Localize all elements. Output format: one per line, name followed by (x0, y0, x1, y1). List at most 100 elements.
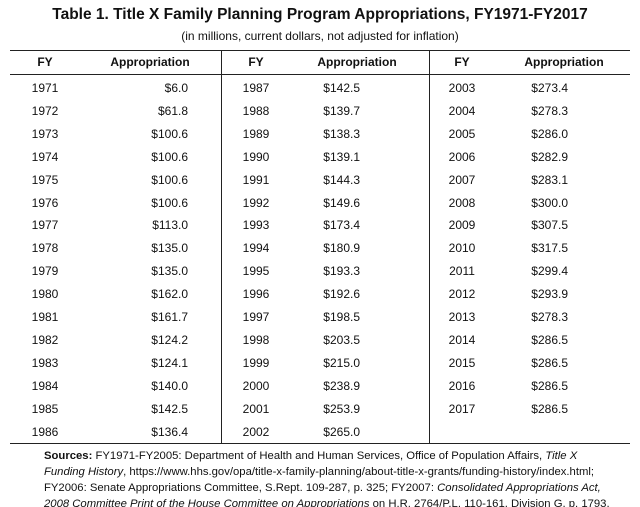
appropriation: $198.5 (323, 310, 360, 324)
fiscal-year: 1989 (242, 126, 270, 141)
fiscal-year: 1980 (31, 287, 59, 302)
appropriation: $238.9 (323, 378, 360, 393)
appropriation: $139.1 (323, 149, 360, 164)
appropriation: $61.8 (157, 103, 188, 118)
fiscal-year: 2007 (448, 172, 476, 187)
fiscal-year: 1975 (31, 172, 59, 187)
column-header: FY (454, 55, 470, 69)
appropriation: $100.6 (151, 172, 188, 187)
fiscal-year: 2003 (448, 81, 476, 95)
appropriation: $286.5 (531, 401, 568, 416)
appropriation: $193.3 (323, 264, 360, 279)
column-header: Appropriation (524, 55, 604, 69)
fiscal-year: 1998 (242, 332, 270, 347)
fiscal-year: 1986 (31, 424, 59, 439)
fiscal-year: 2012 (448, 287, 476, 302)
fiscal-year: 1973 (31, 126, 59, 141)
fiscal-year: 1971 (31, 81, 59, 95)
appropriation: $307.5 (531, 218, 568, 233)
appropriation: $203.5 (323, 332, 360, 347)
appropriation: $278.3 (531, 310, 568, 324)
appropriation: $161.7 (151, 310, 188, 324)
table-subtitle: (in millions, current dollars, not adjus… (181, 29, 459, 43)
fiscal-year: 1979 (31, 264, 59, 279)
appropriation: $282.9 (531, 149, 568, 164)
appropriation: $265.0 (323, 424, 360, 439)
sources-text: , https://www.hhs.gov/opa/title-x-family… (44, 466, 595, 494)
fiscal-year: 1992 (242, 195, 270, 210)
appropriation: $138.3 (323, 126, 360, 141)
appropriation: $253.9 (323, 401, 360, 416)
fiscal-year: 1991 (242, 172, 270, 187)
column-divider (429, 50, 430, 443)
fiscal-year: 1981 (31, 310, 59, 324)
appropriation: $139.7 (323, 103, 360, 118)
appropriation: $283.1 (531, 172, 568, 187)
appropriation: $173.4 (323, 218, 360, 233)
appropriation: $149.6 (323, 195, 360, 210)
appropriation: $299.4 (531, 264, 568, 279)
fiscal-year: 2002 (242, 424, 270, 439)
column-header: Appropriation (110, 55, 190, 69)
table-top-rule (10, 50, 630, 51)
fiscal-year: 2015 (448, 355, 476, 370)
column-header: Appropriation (317, 55, 397, 69)
sources-note: Sources: FY1971-FY2005: Department of He… (44, 448, 620, 507)
fiscal-year: 1974 (31, 149, 59, 164)
appropriation: $278.3 (531, 103, 568, 118)
fiscal-year: 1996 (242, 287, 270, 302)
appropriation: $140.0 (151, 378, 188, 393)
fiscal-year: 1984 (31, 378, 59, 393)
appropriation: $286.5 (531, 355, 568, 370)
appropriation: $135.0 (151, 241, 188, 256)
appropriation: $144.3 (323, 172, 360, 187)
appropriation: $192.6 (323, 287, 360, 302)
appropriation: $215.0 (323, 355, 360, 370)
column-header: FY (248, 55, 264, 69)
appropriation: $286.5 (531, 332, 568, 347)
header-rule (10, 74, 630, 75)
fiscal-year: 1977 (31, 218, 59, 233)
fiscal-year: 1983 (31, 355, 59, 370)
fiscal-year: 1999 (242, 355, 270, 370)
fiscal-year: 2016 (448, 378, 476, 393)
appropriation: $135.0 (151, 264, 188, 279)
appropriation: $113.0 (152, 218, 188, 233)
appropriation: $300.0 (531, 195, 568, 210)
fiscal-year: 2006 (448, 149, 476, 164)
appropriation: $273.4 (531, 81, 568, 95)
fiscal-year: 1993 (242, 218, 270, 233)
appropriation: $124.2 (151, 332, 188, 347)
sources-text: FY1971-FY2005: Department of Health and … (95, 450, 546, 462)
fiscal-year: 1997 (242, 310, 270, 324)
fiscal-year: 1987 (242, 81, 270, 95)
fiscal-year: 2014 (448, 332, 476, 347)
fiscal-year: 1982 (31, 332, 59, 347)
fiscal-year: 2001 (242, 401, 270, 416)
fiscal-year: 1995 (242, 264, 270, 279)
appropriation: $100.6 (151, 195, 188, 210)
appropriation: $100.6 (151, 149, 188, 164)
appropriation: $142.5 (323, 81, 360, 95)
appropriation: $180.9 (323, 241, 360, 256)
fiscal-year: 2005 (448, 126, 476, 141)
fiscal-year: 2010 (448, 241, 476, 256)
fiscal-year: 2013 (448, 310, 476, 324)
sources-text: on H.R. 2764/P.L. 110-161, Division G, p… (369, 498, 610, 507)
fiscal-year: 1972 (31, 103, 59, 118)
fiscal-year: 2017 (448, 401, 476, 416)
sources-text: Consolidated Appropriations Act, 2008 Co… (44, 482, 601, 507)
fiscal-year: 1985 (31, 401, 59, 416)
appropriation: $286.5 (531, 378, 568, 393)
appropriation: $286.0 (531, 126, 568, 141)
appropriation: $162.0 (151, 287, 188, 302)
fiscal-year: 1976 (31, 195, 59, 210)
fiscal-year: 1988 (242, 103, 270, 118)
fiscal-year: 1978 (31, 241, 59, 256)
fiscal-year: 2009 (448, 218, 476, 233)
fiscal-year: 2000 (242, 378, 270, 393)
appropriation: $317.5 (531, 241, 568, 256)
appropriation: $124.1 (151, 355, 188, 370)
table-title: Table 1. Title X Family Planning Program… (52, 6, 588, 23)
